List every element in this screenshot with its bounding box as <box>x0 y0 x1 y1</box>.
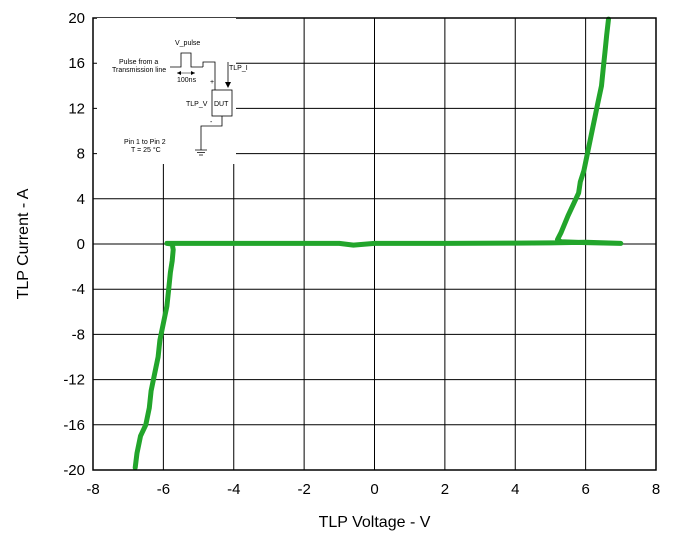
y-axis-label: TLP Current - A <box>15 188 32 299</box>
y-tick-label: -8 <box>72 326 85 343</box>
y-tick-label: -16 <box>63 417 85 434</box>
x-tick-label: -6 <box>157 481 170 498</box>
y-tick-label: 12 <box>68 100 85 117</box>
x-tick-label: -2 <box>297 481 310 498</box>
x-tick-label: 8 <box>652 481 660 498</box>
y-tick-label: -12 <box>63 372 85 389</box>
ground-symbol <box>195 149 207 156</box>
y-tick-label: 16 <box>68 55 85 72</box>
series-layer <box>132 16 624 471</box>
y-tick-label: -4 <box>72 281 85 298</box>
inset-tlpv-label: TLP_V <box>186 101 208 108</box>
y-tick-label: -20 <box>63 462 85 479</box>
x-tick-label: 2 <box>441 481 449 498</box>
x-tick-label: 0 <box>370 481 378 498</box>
y-tick-label: 8 <box>77 146 85 163</box>
current-arrow-head <box>225 82 231 88</box>
inset-pin-label: Pin 1 to Pin 2 <box>124 139 166 146</box>
y-tick-label: 4 <box>77 191 85 208</box>
x-tick-label: 6 <box>581 481 589 498</box>
circuit-wire-top <box>202 61 216 90</box>
x-tick-label: -8 <box>86 481 99 498</box>
inset-plus-sign: + <box>210 79 214 86</box>
inset-width-label: 100ns <box>177 77 197 84</box>
grid <box>92 17 657 471</box>
inset-tlpi-label: TLP_I <box>229 65 248 72</box>
plot-frame <box>92 17 657 471</box>
inset-pulse-label-1: Pulse from a <box>119 59 158 66</box>
circuit-wire-bottom <box>200 116 223 150</box>
x-axis-label: TLP Voltage - V <box>319 514 431 531</box>
y-tick-label: 20 <box>68 10 85 27</box>
inset-dut-label: DUT <box>214 101 229 108</box>
y-tick-label: 0 <box>77 236 85 253</box>
x-tick-label: 4 <box>511 481 519 498</box>
tlp-iv-curve <box>132 16 624 471</box>
pulse-waveform <box>170 52 203 68</box>
inset-temp-label: T = 25 °C <box>131 146 161 154</box>
inset-minus-sign: - <box>210 119 213 126</box>
inset-vpulse-label: V_pulse <box>175 40 200 47</box>
x-tick-label: -4 <box>227 481 240 498</box>
test-circuit-inset: V_pulse Pulse from a Transmission line 1… <box>97 18 248 164</box>
inset-pulse-label-2: Transmission line <box>112 67 166 74</box>
